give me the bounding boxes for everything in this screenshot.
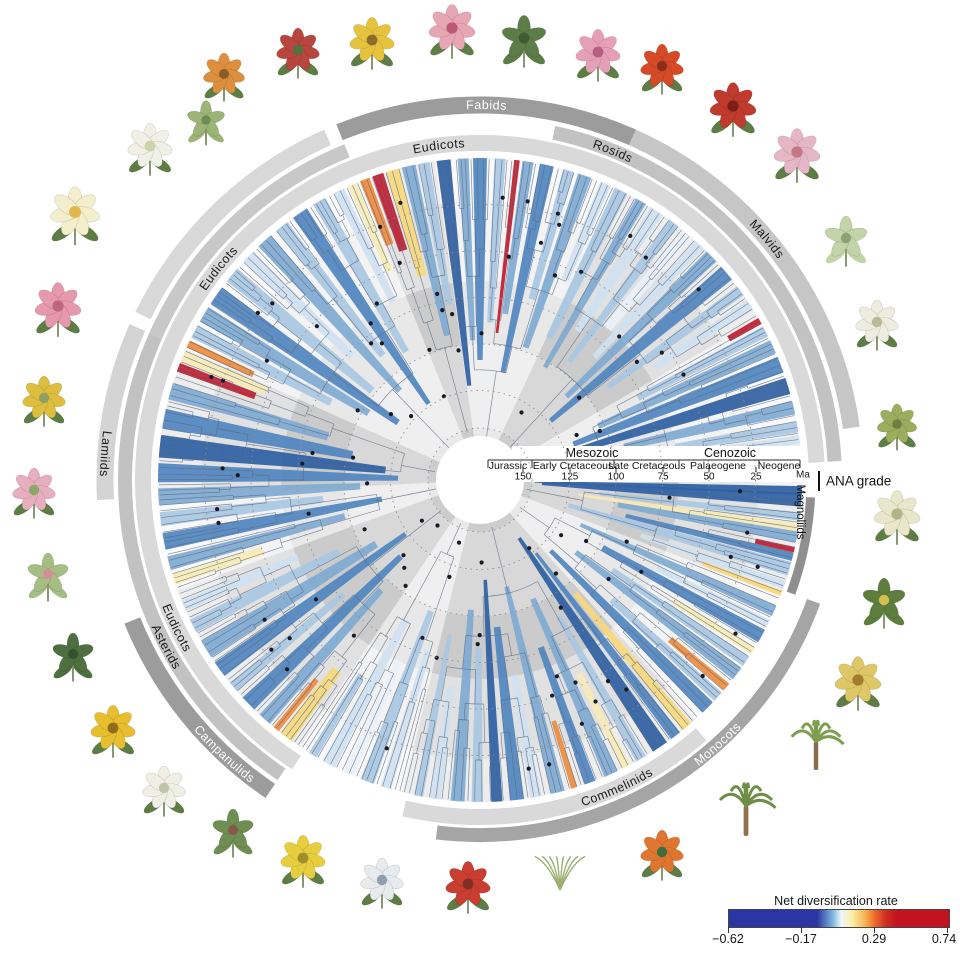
legend-tick-mark — [728, 927, 729, 933]
clade-arc-commelinids — [402, 728, 707, 826]
clade-arc-monocots — [435, 599, 821, 843]
center-hole — [436, 436, 524, 524]
botanical-illustration — [22, 375, 66, 427]
era-label-cenozoic: Cenozoic — [703, 446, 757, 460]
axis-tick-25: 25 — [750, 471, 762, 483]
botanical-illustration — [876, 403, 918, 451]
axis-tick-50: 50 — [703, 471, 715, 483]
clade-label-eudicots: Eudicots — [412, 136, 466, 156]
botanical-illustration — [127, 123, 173, 176]
botanical-illustrations — [12, 4, 921, 914]
botanical-illustration — [501, 15, 547, 68]
clade-arc-asterids — [118, 332, 286, 781]
botanical-illustration — [349, 17, 395, 70]
botanical-illustration — [212, 808, 254, 858]
clade-label-lamiids: Lamiids — [97, 430, 114, 477]
clade-arc-rosids — [552, 125, 842, 462]
node-dots — [209, 195, 760, 771]
botanical-illustration — [428, 4, 476, 59]
botanical-illustration — [142, 765, 186, 817]
clade-arc-lamiids — [96, 324, 146, 501]
legend-tick-mark — [801, 927, 802, 933]
clade-rings: EudicotsEudicotsEudicotsCommelinidsRosid… — [96, 96, 860, 843]
botanical-illustration — [834, 656, 882, 711]
botanical-illustration — [534, 855, 586, 891]
era-label-mesozoic: Mesozoic — [565, 446, 619, 460]
magnoliids-label: Magnoliids — [794, 484, 806, 540]
botanical-illustration — [12, 467, 56, 519]
legend-gradient-bar — [728, 909, 950, 928]
legend-value-min: −0.62 — [712, 932, 744, 946]
botanical-illustration — [575, 29, 621, 82]
botanical-illustration — [276, 27, 320, 79]
botanical-illustration — [360, 857, 404, 909]
clade-arc-eudicots — [134, 134, 825, 770]
period-label-palaeogene: Palaeogene — [689, 460, 747, 472]
clade-arc-malvids — [629, 129, 860, 429]
period-label-early-cretaceous: Early Cretaceous — [532, 460, 614, 472]
botanical-illustration — [52, 632, 94, 682]
axis-unit-ma: Ma — [796, 469, 810, 481]
botanical-illustration — [27, 552, 69, 602]
clade-label-fabids: Fabids — [466, 98, 507, 113]
clade-arc-campanulids — [124, 617, 276, 798]
botanical-illustration — [709, 82, 757, 137]
clade-arc-magnoliids — [786, 497, 815, 595]
legend-tick-mark — [874, 927, 875, 933]
time-gridlines — [204, 204, 756, 756]
period-label-neogene: Neogene — [757, 460, 801, 472]
legend-value-2: −0.17 — [785, 932, 817, 946]
legend-title: Net diversification rate — [774, 894, 898, 908]
legend-value-3: 0.29 — [861, 932, 887, 946]
clade-arc-unlabeled — [149, 144, 350, 339]
botanical-illustration — [873, 490, 921, 545]
botanical-illustration — [824, 215, 868, 267]
period-label-jurassic: Jurassic — [488, 460, 528, 472]
legend-tick-mark — [947, 927, 948, 933]
ana-grade-label: ANA grade — [826, 473, 892, 489]
botanical-illustration — [855, 299, 899, 351]
axis-tick-125: 125 — [561, 471, 579, 483]
botanical-illustration — [640, 43, 684, 95]
axis-tick-100: 100 — [607, 471, 625, 483]
axis-clear-band — [512, 446, 812, 482]
botanical-illustration — [445, 861, 491, 914]
botanical-illustration — [773, 128, 821, 183]
time-axis-line — [487, 459, 801, 472]
legend-value-max: 0.74 — [931, 932, 957, 946]
axis-tick-75: 75 — [657, 471, 669, 483]
axis-tick-150: 150 — [514, 471, 532, 483]
clade-arc-unlabeled — [135, 129, 331, 320]
botanical-illustration — [50, 186, 100, 245]
botanical-illustration — [718, 782, 777, 836]
botanical-illustration — [187, 100, 225, 146]
botanical-illustration — [862, 577, 906, 629]
botanical-illustration — [790, 719, 845, 770]
tree-branches — [158, 158, 801, 802]
botanical-illustration — [90, 705, 136, 758]
botanical-illustration — [203, 52, 245, 102]
clade-arc-fabids — [336, 96, 636, 146]
botanical-illustration — [34, 282, 82, 337]
botanical-illustration — [280, 835, 326, 888]
botanical-illustration — [640, 829, 684, 881]
period-label-late-cretaceous: Late Cretaceous — [608, 460, 686, 472]
